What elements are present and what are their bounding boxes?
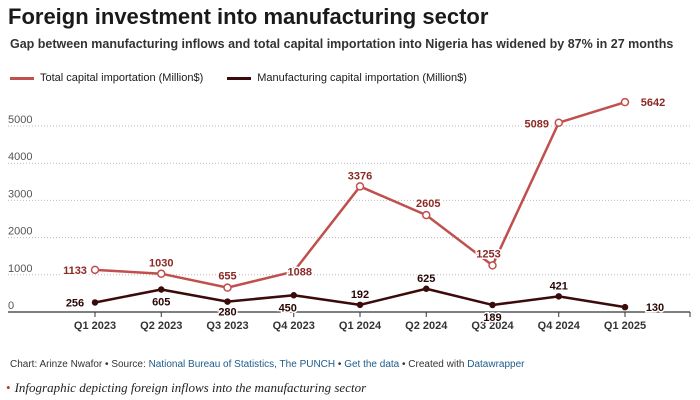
footer-created-with: • Created with (399, 359, 468, 370)
data-label-total: 5089 (525, 119, 549, 131)
footer-separator: • (335, 359, 345, 370)
point-manufacturing (489, 301, 496, 309)
point-total (289, 267, 298, 276)
x-tick-label: Q3 2024 (471, 320, 514, 332)
data-label-total: 655 (218, 271, 236, 283)
point-total (223, 283, 232, 292)
x-tick-label: Q1 2023 (74, 320, 116, 332)
datawrapper-link[interactable]: Datawrapper (467, 359, 525, 370)
point-manufacturing (91, 299, 99, 306)
legend-label-total: Total capital importation (Million$) (40, 72, 204, 84)
legend-item-total: Total capital importation (Million$) (10, 72, 203, 84)
point-manufacturing (423, 285, 430, 293)
x-tick-label: Q2 2024 (405, 320, 448, 332)
data-label-total: 1088 (288, 267, 312, 279)
data-label-total: 1030 (149, 258, 173, 270)
footer-source-link[interactable]: National Bureau of Statistics, The PUNCH (148, 359, 336, 370)
data-label-manufacturing: 192 (351, 289, 369, 301)
x-tick-label: Q3 2023 (206, 320, 248, 332)
point-manufacturing (224, 298, 231, 305)
caption-text: Infographic depicting foreign inflows in… (14, 380, 367, 395)
y-tick-label-4000: 4000 (8, 151, 32, 163)
legend-swatch-manufacturing (227, 76, 252, 80)
data-label-manufacturing: 605 (152, 296, 170, 308)
point-total (90, 265, 100, 275)
point-manufacturing (621, 303, 629, 311)
label-layer: Q1 2023 Q2 2023 Q3 2023 Q4 2023 Q1 2024 Q2 20… (62, 96, 667, 332)
data-label-manufacturing: 421 (550, 280, 568, 292)
legend-item-manufacturing: Manufacturing capital importation (Milli… (227, 72, 467, 84)
point-manufacturing (356, 301, 364, 309)
line-chart: 0 1000 2000 3000 4000 5000 Q1 2023 Q2 2023 Q3 2… (8, 96, 691, 332)
y-tick-label-0: 0 (8, 300, 14, 312)
data-label-total: 2605 (416, 198, 440, 210)
image-caption: • Infographic depicting foreign inflows i… (6, 380, 366, 396)
x-tick-label: Q1 2025 (604, 320, 646, 332)
data-label-manufacturing: 256 (66, 297, 84, 309)
legend-swatch-total (10, 76, 34, 80)
data-label-total: 5642 (641, 97, 665, 109)
point-manufacturing (290, 292, 297, 299)
chart-subtitle: Gap between manufacturing inflows and to… (10, 37, 674, 51)
x-tick-label: Q2 2023 (140, 320, 182, 332)
x-tick-label: Q1 2024 (339, 320, 382, 332)
grid-layer: 0 1000 2000 3000 4000 5000 (8, 114, 691, 317)
y-tick-label-5000: 5000 (8, 114, 32, 126)
point-total (620, 97, 630, 107)
chart-title: Foreign investment into manufacturing se… (8, 4, 489, 29)
x-tick-label: Q4 2024 (538, 320, 581, 332)
point-manufacturing (158, 286, 165, 293)
point-manufacturing (555, 293, 562, 300)
get-data-link[interactable]: Get the data (344, 359, 400, 370)
chart-footer: Chart: Arinze Nwafor • Source: National … (10, 359, 524, 370)
x-tick-label: Q4 2023 (273, 320, 315, 332)
caption-bullet-icon: • (6, 380, 11, 395)
data-label-manufacturing: 130 (646, 302, 664, 314)
data-label-total: 1133 (63, 265, 87, 277)
data-label-total: 1253 (476, 248, 500, 260)
footer-credit: Chart: Arinze Nwafor • Source: (10, 359, 149, 370)
y-tick-label-3000: 3000 (8, 188, 32, 200)
y-tick-label-1000: 1000 (8, 263, 32, 275)
point-total (157, 269, 166, 278)
point-total (488, 261, 497, 270)
point-total (422, 210, 431, 220)
point-total (355, 182, 365, 191)
data-label-manufacturing: 625 (417, 273, 435, 285)
line-layer (90, 97, 630, 311)
legend-label-manufacturing: Manufacturing capital importation (Milli… (257, 72, 467, 84)
point-total (554, 118, 563, 127)
data-label-total: 3376 (348, 170, 372, 182)
data-label-manufacturing: 280 (218, 307, 236, 319)
data-label-manufacturing: 450 (279, 302, 297, 314)
legend: Total capital importation (Million$) Man… (10, 72, 491, 84)
data-label-manufacturing: 189 (483, 312, 501, 324)
y-tick-label-2000: 2000 (8, 226, 32, 238)
